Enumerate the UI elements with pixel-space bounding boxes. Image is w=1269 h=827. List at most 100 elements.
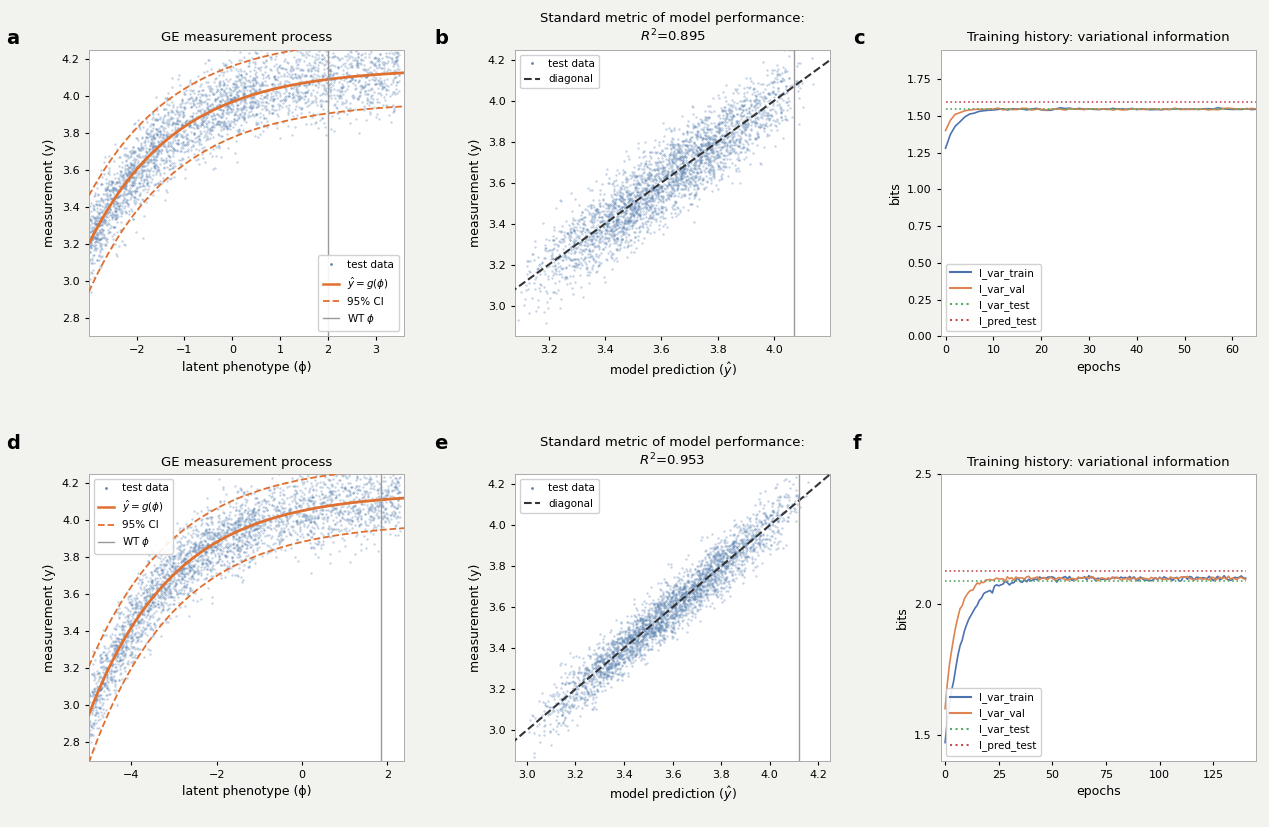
Point xyxy=(136,144,156,157)
Point xyxy=(261,99,282,112)
Point xyxy=(86,218,107,231)
Point xyxy=(236,511,256,524)
Point xyxy=(572,673,593,686)
Point xyxy=(716,107,736,120)
Point xyxy=(629,189,650,203)
Point xyxy=(574,696,594,710)
Point xyxy=(113,607,133,620)
Point xyxy=(721,126,741,139)
Point xyxy=(296,509,316,522)
Point xyxy=(292,102,312,115)
Point xyxy=(143,558,164,571)
Point xyxy=(81,703,102,716)
Point xyxy=(565,676,585,690)
Point xyxy=(704,132,725,146)
Point xyxy=(299,98,320,112)
Point xyxy=(341,480,362,494)
Point xyxy=(96,218,117,232)
Point xyxy=(637,160,657,173)
Point xyxy=(563,218,584,231)
Point xyxy=(148,143,169,156)
Point xyxy=(179,571,199,584)
Point xyxy=(744,523,764,537)
Point xyxy=(683,131,703,144)
Point xyxy=(90,682,110,696)
Point xyxy=(95,208,115,221)
Point xyxy=(629,619,650,633)
Point xyxy=(555,710,575,724)
Point xyxy=(670,580,690,593)
Point xyxy=(377,72,397,85)
Point xyxy=(690,571,711,585)
Point xyxy=(126,155,146,168)
Point xyxy=(676,587,697,600)
Point xyxy=(713,135,733,148)
Point xyxy=(714,132,735,146)
Point xyxy=(136,124,156,137)
Point xyxy=(169,557,189,570)
Point xyxy=(551,696,571,710)
Point xyxy=(725,574,745,587)
Point xyxy=(90,701,110,715)
Point xyxy=(574,222,594,235)
Point xyxy=(327,51,348,65)
Point xyxy=(115,158,136,171)
Point xyxy=(173,553,193,566)
Point xyxy=(610,182,631,195)
Point xyxy=(103,210,123,223)
Point xyxy=(612,653,632,666)
Point xyxy=(159,599,179,612)
Point xyxy=(590,659,610,672)
Point xyxy=(104,227,124,241)
Point xyxy=(222,568,242,581)
Point xyxy=(685,155,706,169)
Point xyxy=(270,481,291,495)
Point xyxy=(645,184,665,198)
Point xyxy=(228,533,249,546)
Point xyxy=(124,605,145,619)
Point xyxy=(81,235,102,248)
Point xyxy=(115,638,136,651)
Point xyxy=(549,250,570,263)
Point xyxy=(712,140,732,153)
Point xyxy=(159,143,179,156)
Point xyxy=(183,121,203,134)
Point xyxy=(541,725,561,739)
Point xyxy=(618,236,638,249)
Point xyxy=(740,535,760,548)
Point xyxy=(175,562,195,575)
Point xyxy=(575,694,595,707)
Point xyxy=(227,521,247,534)
Point xyxy=(171,563,192,576)
Point xyxy=(150,130,170,143)
Point xyxy=(195,111,216,124)
Point xyxy=(608,643,628,656)
Point xyxy=(184,127,204,140)
Point xyxy=(700,571,721,585)
Point xyxy=(603,647,623,660)
Point xyxy=(118,168,138,181)
Point xyxy=(736,533,756,547)
Point xyxy=(637,176,657,189)
Point xyxy=(217,520,237,533)
Point xyxy=(388,49,409,62)
Point xyxy=(166,577,187,590)
Point xyxy=(693,564,713,577)
Point xyxy=(650,611,670,624)
Point xyxy=(629,188,650,201)
Point xyxy=(291,106,311,119)
Point xyxy=(310,452,330,466)
Point xyxy=(84,240,104,253)
Point xyxy=(681,144,702,157)
Point xyxy=(716,562,736,575)
Point xyxy=(570,235,590,248)
Point xyxy=(339,516,359,529)
Point xyxy=(628,645,648,658)
Point xyxy=(720,109,740,122)
Point xyxy=(301,489,321,502)
Point xyxy=(251,115,272,128)
Point xyxy=(569,237,589,251)
Point xyxy=(136,165,156,178)
Point xyxy=(603,215,623,228)
Point xyxy=(355,485,376,499)
